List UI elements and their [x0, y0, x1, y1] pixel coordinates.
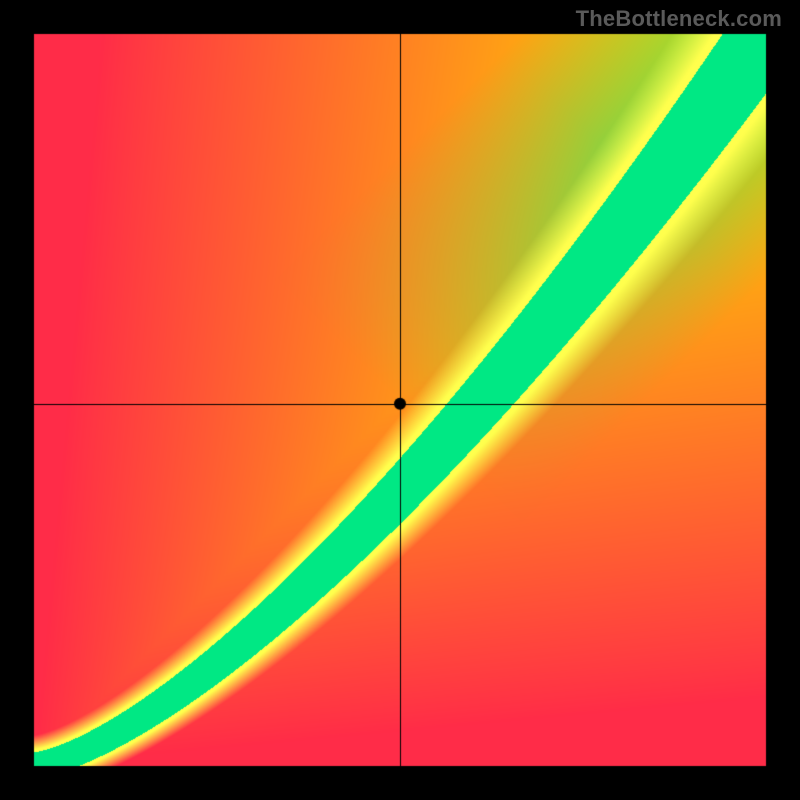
- bottleneck-heatmap: [0, 0, 800, 800]
- watermark-text: TheBottleneck.com: [576, 6, 782, 32]
